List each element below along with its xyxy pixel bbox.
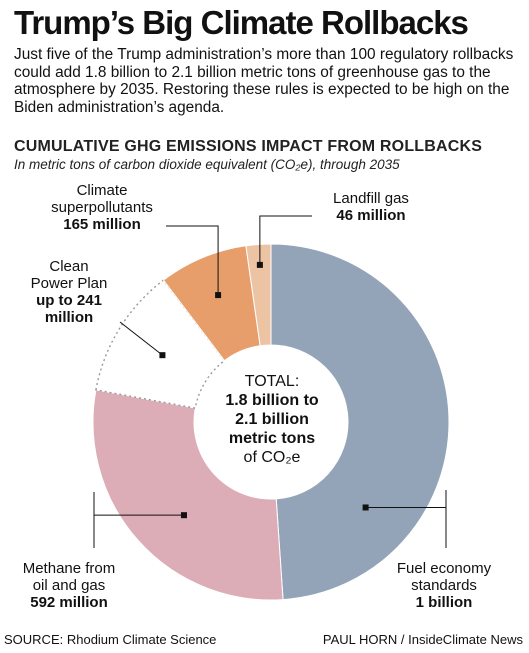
label-super-value: 165 million <box>63 216 141 233</box>
label-landfill-value: 46 million <box>336 207 406 224</box>
intro-paragraph: Just five of the Trump administration’s … <box>14 46 514 116</box>
donut-slices <box>92 243 450 601</box>
label-superpollutants: Climate superpollutants 165 million <box>38 182 166 233</box>
label-cpp-value1: up to 241 <box>36 292 102 309</box>
label-cpp-line1: Clean <box>49 258 89 275</box>
label-methane-line2: oil and gas <box>32 577 106 594</box>
label-super-line1: Climate <box>76 182 128 199</box>
slice-landfill-gas <box>245 243 272 347</box>
leader-lines <box>93 215 447 548</box>
label-landfill-gas: Landfill gas 46 million <box>318 190 424 224</box>
leader-line-fuel-economy-standards <box>365 490 447 548</box>
leader-line-clean-power-plan <box>119 321 163 356</box>
total-gas: of CO₂e <box>243 449 301 466</box>
leader-line-climate-superpollutants <box>166 225 219 296</box>
label-fuel-economy-value: 1 billion <box>415 594 473 611</box>
label-clean-power-plan: Clean Power Plan up to 241 million <box>26 258 112 326</box>
source-note: SOURCE: Rhodium Climate Science <box>4 632 217 647</box>
label-super-line2: superpollutants <box>51 199 153 216</box>
leader-dot-methane-from-oil-and-gas <box>180 512 187 519</box>
slice-methane-from-oil-and-gas <box>92 389 284 601</box>
total-label: TOTAL: 1.8 billion to 2.1 billion metric… <box>212 372 332 467</box>
section-heading: CUMULATIVE GHG EMISSIONS IMPACT FROM ROL… <box>14 138 483 155</box>
slice-fuel-economy-standards <box>270 243 450 601</box>
leader-line-methane-from-oil-and-gas <box>93 492 184 548</box>
total-heading: TOTAL: <box>244 373 300 390</box>
label-fuel-economy: Fuel economy standards 1 billion <box>384 560 504 611</box>
label-fuel-economy-line1: Fuel economy <box>396 560 492 577</box>
leader-dot-climate-superpollutants <box>215 292 222 299</box>
total-units: metric tons <box>228 430 316 447</box>
label-methane-line1: Methane from <box>22 560 116 577</box>
label-fuel-economy-line2: standards <box>411 577 477 594</box>
label-cpp-line2: Power Plan <box>30 275 108 292</box>
label-methane-value: 592 million <box>30 594 108 611</box>
leader-line-landfill-gas <box>259 215 312 265</box>
total-range-low: 1.8 billion to <box>225 392 319 409</box>
label-cpp-value2: million <box>44 309 94 326</box>
label-methane: Methane from oil and gas 592 million <box>14 560 124 611</box>
leader-dot-clean-power-plan <box>159 352 166 359</box>
chart-subheading: In metric tons of carbon dioxide equival… <box>14 157 400 172</box>
credit-note: PAUL HORN / InsideClimate News <box>322 632 523 647</box>
label-landfill-line1: Landfill gas <box>333 190 409 207</box>
total-range-high: 2.1 billion <box>235 411 309 428</box>
chart-title: Trump’s Big Climate Rollbacks <box>14 4 469 41</box>
leader-dot-landfill-gas <box>256 261 263 268</box>
leader-dot-fuel-economy-standards <box>362 504 369 511</box>
